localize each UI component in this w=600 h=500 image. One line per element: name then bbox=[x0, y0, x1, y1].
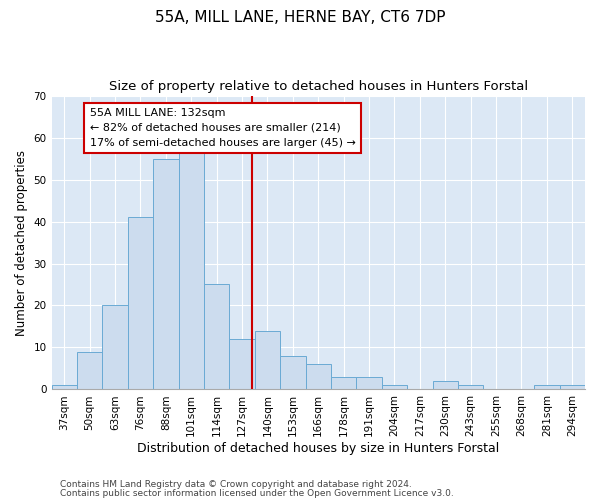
Bar bbox=[153, 158, 179, 390]
Text: 55A MILL LANE: 132sqm
← 82% of detached houses are smaller (214)
17% of semi-det: 55A MILL LANE: 132sqm ← 82% of detached … bbox=[89, 108, 356, 148]
Bar bbox=[382, 386, 407, 390]
Bar bbox=[128, 218, 153, 390]
Text: Contains HM Land Registry data © Crown copyright and database right 2024.: Contains HM Land Registry data © Crown c… bbox=[60, 480, 412, 489]
Bar bbox=[458, 386, 484, 390]
Bar bbox=[305, 364, 331, 390]
Bar bbox=[77, 352, 103, 390]
Bar bbox=[331, 377, 356, 390]
Bar bbox=[356, 377, 382, 390]
Text: 55A, MILL LANE, HERNE BAY, CT6 7DP: 55A, MILL LANE, HERNE BAY, CT6 7DP bbox=[155, 10, 445, 25]
Bar bbox=[280, 356, 305, 390]
Bar bbox=[103, 306, 128, 390]
Bar bbox=[534, 386, 560, 390]
Bar bbox=[560, 386, 585, 390]
Y-axis label: Number of detached properties: Number of detached properties bbox=[15, 150, 28, 336]
Bar bbox=[433, 381, 458, 390]
Bar bbox=[179, 146, 204, 390]
Bar bbox=[229, 339, 255, 390]
Title: Size of property relative to detached houses in Hunters Forstal: Size of property relative to detached ho… bbox=[109, 80, 528, 93]
Text: Contains public sector information licensed under the Open Government Licence v3: Contains public sector information licen… bbox=[60, 488, 454, 498]
Bar bbox=[255, 330, 280, 390]
X-axis label: Distribution of detached houses by size in Hunters Forstal: Distribution of detached houses by size … bbox=[137, 442, 499, 455]
Bar bbox=[52, 386, 77, 390]
Bar bbox=[204, 284, 229, 390]
